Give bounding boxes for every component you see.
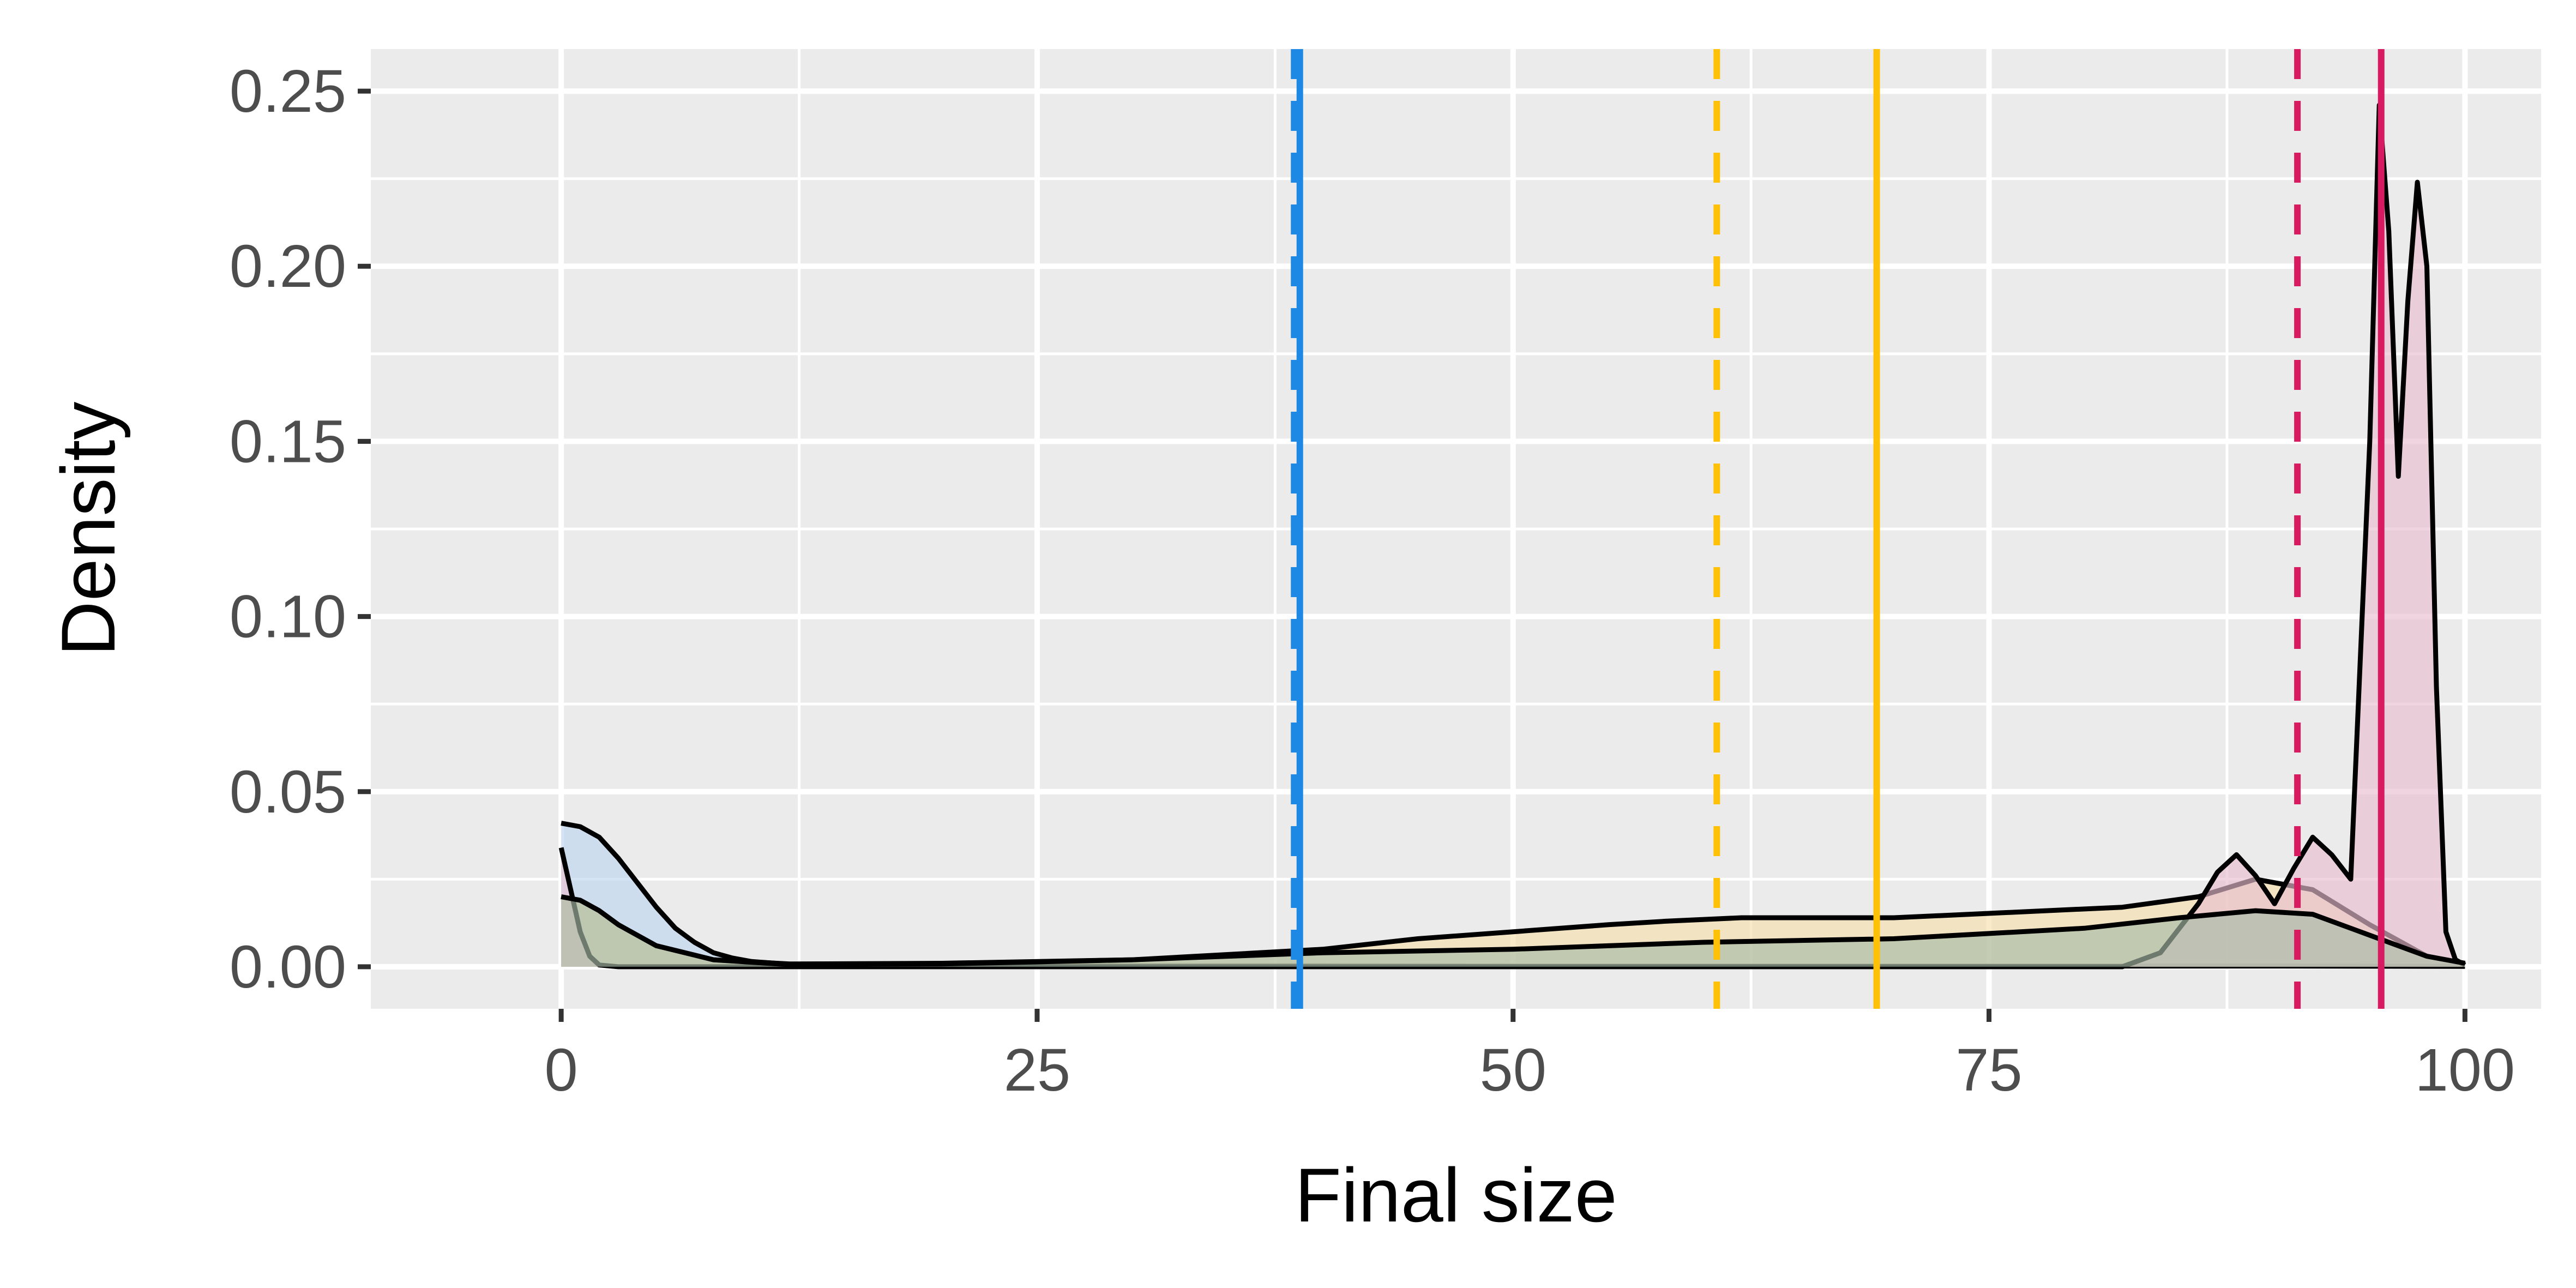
density-curve-4 — [561, 894, 2466, 967]
minor-gridlines — [371, 49, 2541, 1009]
y-tick-label: 0.05 — [230, 759, 346, 826]
y-tick-label: 0.10 — [230, 583, 346, 651]
summary-lines — [1291, 49, 2385, 1009]
y-tick-label: 0.00 — [230, 934, 346, 1001]
density-area-4 — [561, 896, 2465, 967]
x-tick-label: 0 — [545, 1037, 578, 1104]
x-tick-label: 25 — [1004, 1037, 1070, 1104]
y-tick-label: 0.20 — [230, 233, 346, 300]
x-tick-label: 100 — [2415, 1037, 2515, 1104]
x-tick-label: 75 — [1955, 1037, 2022, 1104]
density-areas — [558, 103, 2466, 970]
axes: 0 25 50 75 100 0.00 0.05 0.10 0.15 0.20 0.25 — [230, 58, 2515, 1104]
x-axis-title: Final size — [1295, 1152, 1617, 1238]
y-axis-title: Density — [45, 402, 131, 657]
y-tick-label: 0.15 — [230, 408, 346, 475]
y-tick-label: 0.25 — [230, 58, 346, 125]
x-tick-label: 50 — [1480, 1037, 1546, 1104]
